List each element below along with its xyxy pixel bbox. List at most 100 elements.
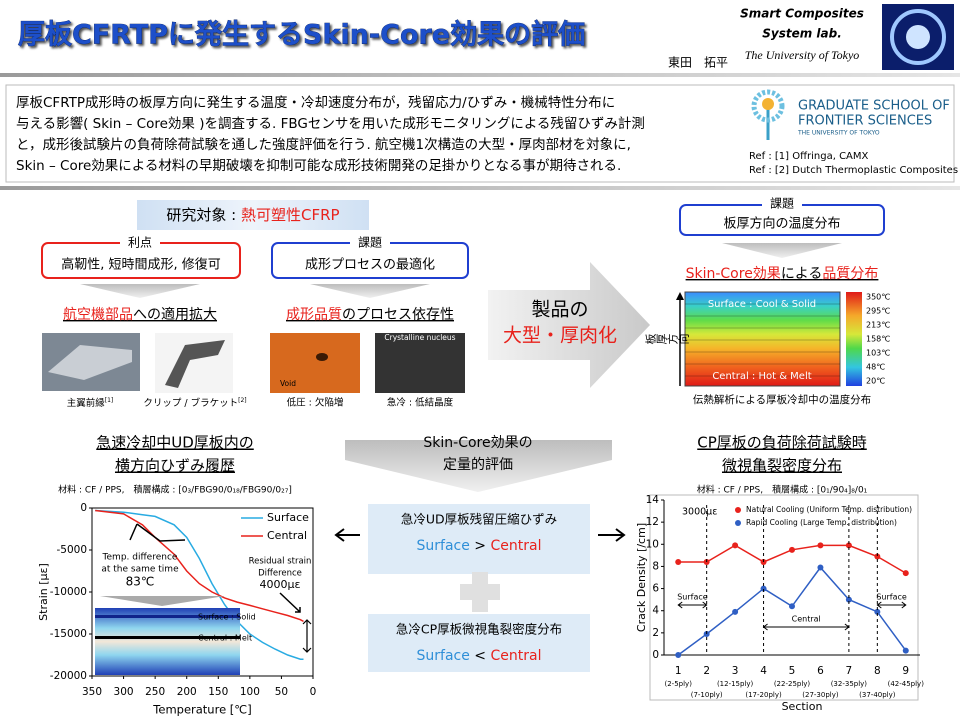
photo-clip-shape [165, 340, 225, 388]
colorbar-label: 158℃ [866, 335, 890, 344]
issue-heading: 課題 [358, 235, 382, 250]
quality-title: 成形品質のプロセス依存性 [286, 307, 454, 323]
quant-text: Skin-Core効果の [423, 435, 532, 451]
annotation: Temp. difference [102, 553, 178, 563]
marker [732, 608, 739, 615]
y-axis-label: Strain [με] [37, 563, 50, 621]
y-axis-label: Crack Density [/cm] [635, 523, 648, 632]
caption-text: クリップ / ブラケット [143, 397, 238, 409]
colorbar-label: 48℃ [866, 363, 885, 372]
annotation-bracket [129, 523, 186, 542]
annotation: 4000με [260, 578, 301, 591]
eval-arrow [345, 440, 612, 492]
lab-logo [882, 4, 954, 70]
heatmap-mesh [685, 303, 840, 377]
annotation: 83℃ [126, 575, 155, 589]
arrow-text: 製品の [531, 299, 588, 321]
x-tick-label: 350 [82, 686, 102, 698]
chart-subtitle: 材料 : CF / PPS, 積層構成 : [0₁/90₄]₈/0₁ [697, 484, 868, 496]
legend-label: Natural Cooling (Uniform Temp. distribut… [746, 505, 912, 514]
x-tick-label: 7 [846, 665, 853, 677]
summary-line: と，成形後試験片の負荷除荷試験を通した強度評価を行う. 航空機1次構造の大型・厚… [16, 137, 631, 153]
formula-left: Surface [417, 648, 470, 664]
x-tick-label: 0 [310, 686, 317, 698]
annotation: Surface [876, 593, 907, 602]
link-arrows [334, 528, 626, 542]
summary-line: 与える影響( Skin – Core効果 )を調査する. FBGセンサを用いた成… [16, 115, 645, 132]
annotation: Central : Melt [198, 634, 252, 643]
quality-rest: のプロセス依存性 [342, 307, 454, 323]
heatmap-ylabel: 板厚方向 [644, 333, 689, 346]
summary-line: 厚板CFRTP成形時の板厚方向に発生する温度・冷却速度分布が，残留応力/ひずみ・… [16, 95, 615, 111]
marker [789, 603, 795, 610]
section-range: (37-40ply) [859, 691, 896, 699]
quality-highlight: 成形品質 [286, 307, 342, 323]
apps-highlight: 航空機部品 [63, 307, 133, 323]
photo-void-shape [316, 353, 328, 361]
y-tick-label: 0 [80, 502, 87, 514]
annotation: Surface : Solid [198, 613, 256, 622]
marker [902, 647, 909, 654]
issue2-heading: 課題 [770, 196, 794, 211]
lab-name: Smart Composites [740, 7, 864, 21]
marker [817, 564, 824, 571]
x-tick-label: 8 [874, 665, 881, 677]
legend-label: Central [267, 529, 307, 542]
annotation: Central [792, 615, 821, 624]
x-tick-label: 100 [240, 686, 260, 698]
marker [789, 546, 795, 553]
marker [845, 596, 852, 603]
colorbar-label: 213℃ [866, 321, 890, 330]
y-tick-label: -5000 [56, 544, 87, 556]
y-tick-label: 12 [646, 516, 659, 528]
y-tick-label: -15000 [50, 628, 87, 640]
formula-op: < [470, 648, 491, 664]
photo-wing-shape [48, 345, 132, 380]
summary-box [5, 84, 955, 183]
caption-ref: [2] [238, 397, 247, 404]
x-tick-label: 150 [208, 686, 228, 698]
target: 研究対象 : 熱可塑性CFRP [166, 206, 339, 224]
inset-band [95, 615, 240, 618]
inset-cross-section [95, 608, 240, 675]
arrow-text: 大型・厚肉化 [503, 325, 617, 347]
colorbar [846, 292, 862, 386]
section-range: (22-25ply) [774, 680, 811, 688]
marker [874, 608, 881, 615]
heatmap-label: Central : Hot & Melt [712, 371, 811, 382]
inset-band [95, 636, 240, 639]
colorbar-label: 350℃ [866, 293, 890, 302]
series-line [95, 509, 304, 623]
photo-void [270, 333, 360, 393]
caption-ref: [1] [105, 397, 114, 404]
chart-title: CP厚板の負荷除荷試験時 [697, 434, 867, 452]
x-axis-label: Temperature [℃] [152, 703, 251, 717]
x-tick-label: 300 [114, 686, 134, 698]
marker [732, 542, 739, 549]
photo-caption: クリップ / ブラケット[2] [143, 397, 246, 409]
colorbar-label: 295℃ [866, 307, 890, 316]
annotation: Residual strain [249, 557, 312, 567]
y-tick-label: 10 [646, 538, 659, 550]
section-range: (27-30ply) [802, 691, 839, 699]
range-arrow [762, 623, 850, 631]
heatmap-title-part: Skin-Core効果 [686, 266, 781, 282]
scale-up-arrow [488, 262, 650, 388]
section-range: (17-20ply) [745, 691, 782, 699]
lab-name: System lab. [762, 27, 842, 41]
photo-label: Crystalline nucleus [384, 333, 455, 342]
y-tick-label: 4 [652, 605, 659, 617]
x-tick-label: 9 [902, 665, 909, 677]
school-logo-text: FRONTIER SCIENCES [798, 114, 932, 129]
result-formula: Surface < Central [417, 648, 542, 664]
photo-caption: 急冷 : 低結晶度 [387, 397, 454, 409]
target-box [137, 200, 369, 230]
page-title: 厚板CFRTPに発生するSkin-Core効果の評価 [18, 19, 585, 51]
annotation: Difference [258, 569, 302, 579]
marker [902, 570, 909, 577]
annotation: at the same time [101, 565, 179, 575]
y-tick-label: 2 [652, 627, 659, 639]
x-tick-label: 2 [703, 665, 710, 677]
school-logo-text: THE UNIVERSITY OF TOKYO [797, 130, 880, 137]
